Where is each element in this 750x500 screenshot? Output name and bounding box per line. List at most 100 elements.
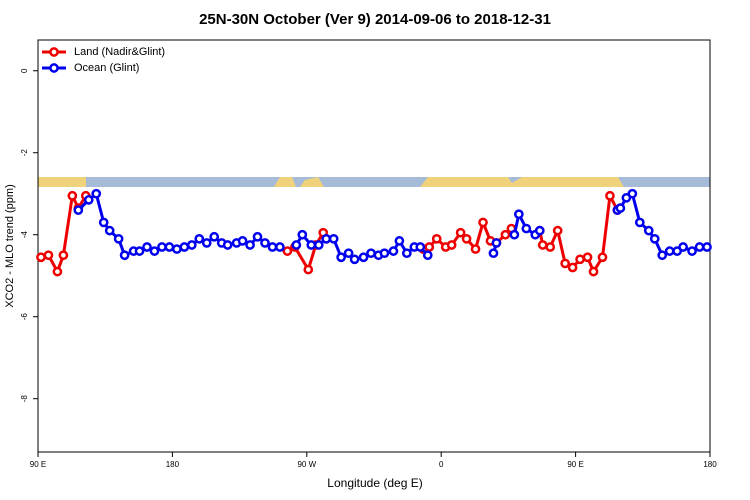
point bbox=[649, 233, 660, 244]
x-tick-label: 180 bbox=[166, 460, 180, 469]
point bbox=[358, 252, 369, 263]
plot-frame bbox=[37, 39, 711, 453]
point bbox=[379, 248, 390, 259]
point bbox=[461, 233, 472, 244]
point bbox=[179, 242, 190, 252]
point bbox=[186, 240, 197, 250]
x-tick-label: 90 W bbox=[297, 460, 316, 469]
point bbox=[83, 195, 94, 205]
point bbox=[514, 209, 524, 220]
point bbox=[567, 262, 578, 273]
point bbox=[500, 229, 511, 240]
point bbox=[605, 190, 615, 201]
point bbox=[237, 236, 248, 246]
point bbox=[349, 254, 360, 265]
point bbox=[36, 252, 46, 263]
legend-label: Land (Nadir&Glint) bbox=[74, 46, 165, 58]
point bbox=[172, 244, 182, 254]
point bbox=[52, 266, 63, 277]
point bbox=[664, 246, 675, 256]
point bbox=[113, 233, 124, 244]
y-axis-label: XCO2 - MLO trend (ppm) bbox=[4, 184, 16, 307]
point bbox=[424, 242, 435, 252]
point bbox=[366, 248, 376, 259]
point bbox=[275, 242, 285, 252]
legend-marker bbox=[49, 63, 59, 73]
point bbox=[58, 250, 69, 261]
point bbox=[521, 223, 532, 234]
point bbox=[575, 254, 585, 265]
point bbox=[678, 242, 688, 252]
point bbox=[303, 264, 314, 275]
point bbox=[245, 240, 255, 250]
y-tick-label: -8 bbox=[20, 395, 29, 403]
point bbox=[306, 240, 317, 250]
point bbox=[545, 242, 556, 252]
x-tick-label: 90 E bbox=[567, 460, 583, 469]
chart-title: 25N-30N October (Ver 9) 2014-09-06 to 20… bbox=[199, 11, 551, 28]
point bbox=[615, 203, 626, 213]
point bbox=[422, 250, 433, 261]
point bbox=[491, 238, 502, 248]
point bbox=[394, 236, 405, 246]
point bbox=[470, 244, 481, 254]
point bbox=[252, 231, 263, 242]
point bbox=[134, 246, 145, 256]
point bbox=[209, 231, 220, 242]
legend-label: Ocean (Glint) bbox=[74, 62, 139, 74]
point bbox=[582, 252, 593, 263]
point bbox=[157, 242, 167, 252]
point bbox=[194, 233, 205, 244]
y-tick-label: 0 bbox=[20, 68, 29, 73]
point bbox=[119, 250, 130, 261]
land-mask-strip bbox=[38, 177, 710, 187]
point bbox=[313, 240, 324, 250]
point bbox=[164, 242, 175, 252]
point bbox=[336, 252, 346, 263]
point bbox=[537, 240, 548, 250]
point bbox=[702, 242, 712, 252]
point bbox=[43, 250, 54, 261]
point bbox=[104, 225, 115, 236]
point bbox=[634, 217, 645, 228]
point bbox=[282, 246, 293, 256]
point bbox=[560, 258, 570, 269]
point bbox=[687, 246, 697, 256]
point bbox=[627, 188, 638, 199]
x-axis-label: Longitude (deg E) bbox=[327, 476, 422, 490]
point bbox=[588, 266, 599, 277]
point bbox=[657, 250, 668, 261]
point bbox=[552, 225, 563, 236]
point bbox=[694, 242, 705, 252]
point bbox=[509, 229, 520, 240]
point bbox=[73, 205, 84, 215]
point bbox=[478, 217, 488, 228]
point bbox=[431, 233, 442, 244]
point bbox=[149, 246, 160, 256]
y-tick-label: -4 bbox=[20, 231, 29, 239]
point bbox=[201, 238, 212, 248]
point bbox=[291, 240, 302, 250]
point bbox=[297, 229, 308, 240]
x-tick-label: 0 bbox=[439, 460, 444, 469]
point bbox=[534, 225, 545, 236]
point bbox=[343, 248, 354, 259]
point bbox=[222, 240, 233, 250]
point bbox=[91, 188, 102, 199]
point bbox=[488, 248, 499, 259]
point bbox=[267, 242, 278, 252]
point bbox=[98, 217, 109, 228]
point bbox=[643, 225, 654, 236]
point bbox=[597, 252, 608, 263]
point bbox=[446, 240, 457, 250]
point bbox=[328, 233, 339, 244]
legend-marker bbox=[49, 47, 59, 57]
y-tick-label: -6 bbox=[20, 313, 29, 321]
point bbox=[321, 233, 332, 244]
point bbox=[402, 248, 412, 259]
point bbox=[415, 242, 426, 252]
point bbox=[260, 238, 270, 248]
point bbox=[142, 242, 152, 252]
point bbox=[67, 190, 78, 201]
